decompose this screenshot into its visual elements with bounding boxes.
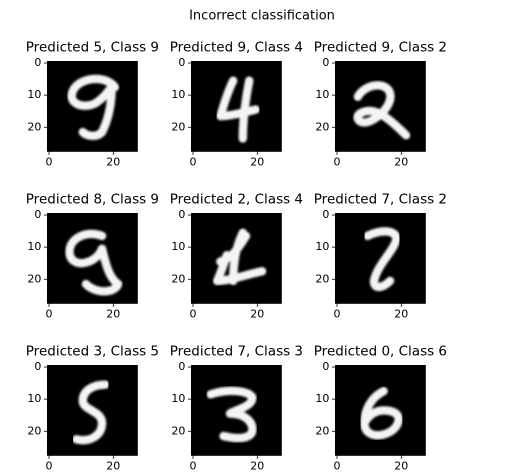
digit-stroke (360, 386, 403, 440)
subplot-title: Predicted 9, Class 4 (170, 39, 303, 55)
x-tick-label: 0 (46, 155, 53, 168)
digit (216, 76, 260, 143)
x-tick-label: 20 (394, 307, 408, 320)
digit-stroke (67, 74, 120, 140)
subplot-title: Predicted 5, Class 9 (26, 39, 159, 55)
x-tick-label: 0 (334, 459, 341, 472)
y-tick-label: 20 (315, 424, 329, 437)
axes-frame (47, 61, 138, 152)
digit-stroke (216, 76, 260, 143)
axes-frame (47, 212, 138, 304)
figure-title: Incorrect classification (189, 9, 335, 24)
subplot-title: Predicted 7, Class 3 (170, 343, 303, 359)
y-tick-label: 10 (315, 240, 329, 253)
digit-stroke (353, 81, 411, 140)
x-tick-label: 0 (334, 307, 341, 320)
y-tick-label: 10 (171, 392, 185, 405)
digit (353, 81, 411, 140)
digit-stroke (363, 227, 401, 292)
image (191, 61, 282, 152)
y-tick-label: 0 (34, 56, 41, 69)
x-tick-label: 0 (190, 155, 197, 168)
digit-stroke (206, 386, 257, 443)
y-tick-label: 20 (27, 272, 41, 285)
axes-frame (190, 364, 282, 456)
axes-frame (334, 364, 426, 456)
axes-frame (190, 212, 282, 304)
x-tick-label: 0 (190, 459, 197, 472)
subplot-title: Predicted 0, Class 6 (314, 343, 447, 359)
axes-frame (47, 364, 138, 456)
x-tick-label: 20 (106, 155, 120, 168)
x-tick-label: 20 (250, 459, 264, 472)
axes-frame (334, 212, 426, 304)
subplot-title: Predicted 3, Class 5 (26, 343, 159, 359)
subplot-title: Predicted 8, Class 9 (26, 191, 159, 207)
x-tick-label: 20 (250, 307, 264, 320)
y-tick-label: 0 (322, 360, 329, 373)
x-tick-label: 0 (46, 307, 53, 320)
y-tick-label: 0 (178, 360, 185, 373)
digit (72, 380, 110, 445)
x-tick-label: 20 (106, 459, 120, 472)
digit-stroke (72, 380, 110, 445)
subplot-title: Predicted 7, Class 2 (314, 191, 447, 207)
x-tick-label: 20 (106, 307, 120, 320)
y-tick-label: 10 (27, 88, 41, 101)
y-tick-label: 20 (171, 424, 185, 437)
x-tick-label: 20 (394, 459, 408, 472)
subplot-title: Predicted 2, Class 4 (170, 191, 303, 207)
y-tick-label: 20 (315, 272, 329, 285)
digit-stroke (65, 229, 123, 296)
y-tick-label: 20 (27, 120, 41, 133)
y-tick-label: 10 (171, 240, 185, 253)
y-tick-label: 0 (34, 360, 41, 373)
x-tick-label: 0 (46, 459, 53, 472)
y-tick-label: 20 (171, 120, 185, 133)
x-tick-label: 0 (190, 307, 197, 320)
digit (212, 228, 267, 286)
y-tick-label: 20 (171, 272, 185, 285)
y-tick-label: 10 (315, 392, 329, 405)
y-tick-label: 20 (315, 120, 329, 133)
x-tick-label: 20 (250, 155, 264, 168)
y-tick-label: 20 (27, 424, 41, 437)
axes-frame (334, 61, 426, 152)
y-tick-label: 0 (178, 56, 185, 69)
digit (360, 386, 403, 440)
y-tick-label: 0 (178, 208, 185, 221)
x-tick-label: 0 (334, 155, 341, 168)
subplot-title: Predicted 9, Class 2 (314, 39, 447, 55)
y-tick-label: 10 (315, 88, 329, 101)
y-tick-label: 10 (27, 392, 41, 405)
digit (363, 227, 401, 292)
y-tick-label: 0 (322, 56, 329, 69)
y-tick-label: 0 (322, 208, 329, 221)
image (335, 61, 426, 152)
axes-frame (190, 61, 282, 152)
digit-stroke (212, 228, 267, 286)
digit (65, 229, 123, 296)
digit (67, 74, 120, 140)
y-tick-label: 0 (34, 208, 41, 221)
digit (206, 386, 257, 443)
y-tick-label: 10 (171, 88, 185, 101)
x-tick-label: 20 (394, 155, 408, 168)
y-tick-label: 10 (27, 240, 41, 253)
